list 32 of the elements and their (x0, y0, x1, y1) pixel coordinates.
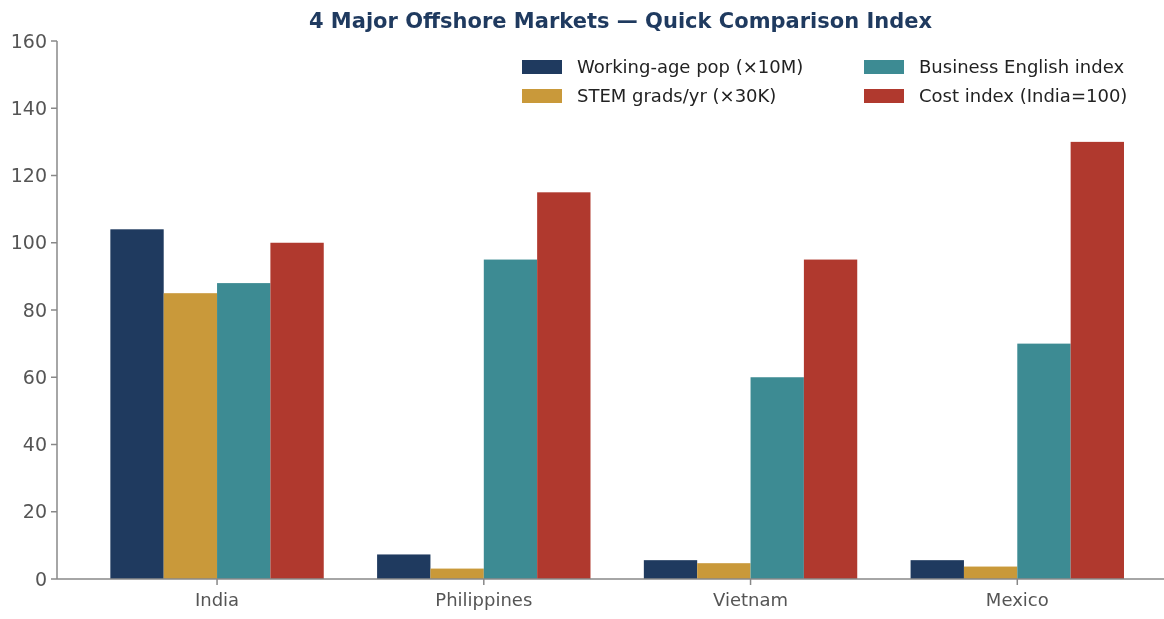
bar (1017, 343, 1071, 579)
x-tick-label: India (194, 589, 240, 610)
bar (110, 229, 164, 579)
bar (377, 554, 431, 579)
x-tick-label: Philippines (435, 589, 533, 610)
y-tick-label: 20 (22, 500, 47, 523)
bar (803, 259, 858, 579)
bar (910, 560, 964, 579)
y-tick-label: 160 (10, 29, 47, 52)
bar (643, 560, 698, 579)
legend-label: Business English index (919, 56, 1125, 78)
y-tick-label: 140 (10, 96, 47, 119)
y-tick-label: 120 (10, 164, 47, 187)
x-tick-label: Mexico (985, 589, 1049, 610)
y-tick-label: 60 (22, 365, 47, 388)
y-tick-label: 80 (22, 298, 47, 321)
legend-label: Working-age pop (×10M) (577, 56, 804, 78)
bar (697, 563, 751, 579)
bar (750, 377, 804, 579)
bar (1070, 141, 1124, 579)
bar (270, 242, 324, 579)
legend-label: STEM grads/yr (×30K) (577, 85, 777, 107)
y-tick-label: 40 (22, 433, 47, 456)
bar (217, 283, 271, 579)
y-tick-label: 0 (34, 567, 47, 590)
legend-label: Cost index (India=100) (919, 85, 1128, 107)
y-tick-label: 100 (10, 231, 47, 254)
x-tick-label: Vietnam (713, 589, 789, 610)
bar (483, 259, 538, 579)
bar (537, 192, 591, 579)
chart-title: 4 Major Offshore Markets — Quick Comparison Index (308, 9, 933, 33)
bar (163, 293, 218, 579)
